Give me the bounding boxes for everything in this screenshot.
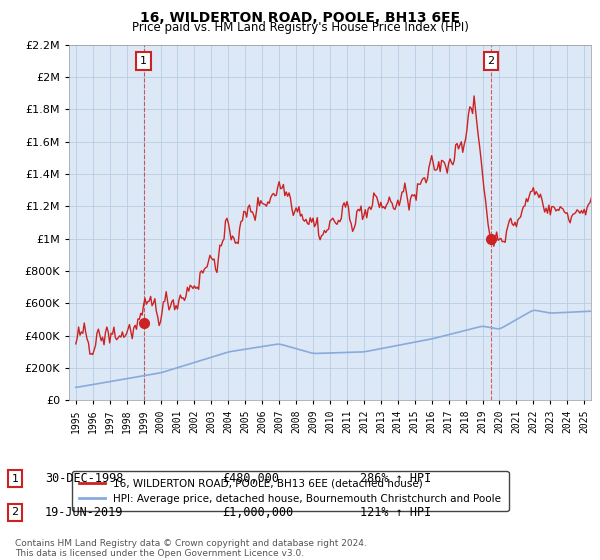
Text: 1: 1 [140,56,147,66]
Text: £480,000: £480,000 [222,472,279,486]
Text: 2: 2 [487,56,494,66]
Text: 121% ↑ HPI: 121% ↑ HPI [360,506,431,519]
Text: 30-DEC-1998: 30-DEC-1998 [45,472,124,486]
Text: 286% ↑ HPI: 286% ↑ HPI [360,472,431,486]
Text: Contains HM Land Registry data © Crown copyright and database right 2024.: Contains HM Land Registry data © Crown c… [15,539,367,548]
Text: This data is licensed under the Open Government Licence v3.0.: This data is licensed under the Open Gov… [15,549,304,558]
Legend: 16, WILDERTON ROAD, POOLE, BH13 6EE (detached house), HPI: Average price, detach: 16, WILDERTON ROAD, POOLE, BH13 6EE (det… [71,472,509,511]
Text: 16, WILDERTON ROAD, POOLE, BH13 6EE: 16, WILDERTON ROAD, POOLE, BH13 6EE [140,11,460,25]
Text: 19-JUN-2019: 19-JUN-2019 [45,506,124,519]
Text: Price paid vs. HM Land Registry's House Price Index (HPI): Price paid vs. HM Land Registry's House … [131,21,469,34]
Text: £1,000,000: £1,000,000 [222,506,293,519]
Text: 1: 1 [11,474,19,484]
Text: 2: 2 [11,507,19,517]
